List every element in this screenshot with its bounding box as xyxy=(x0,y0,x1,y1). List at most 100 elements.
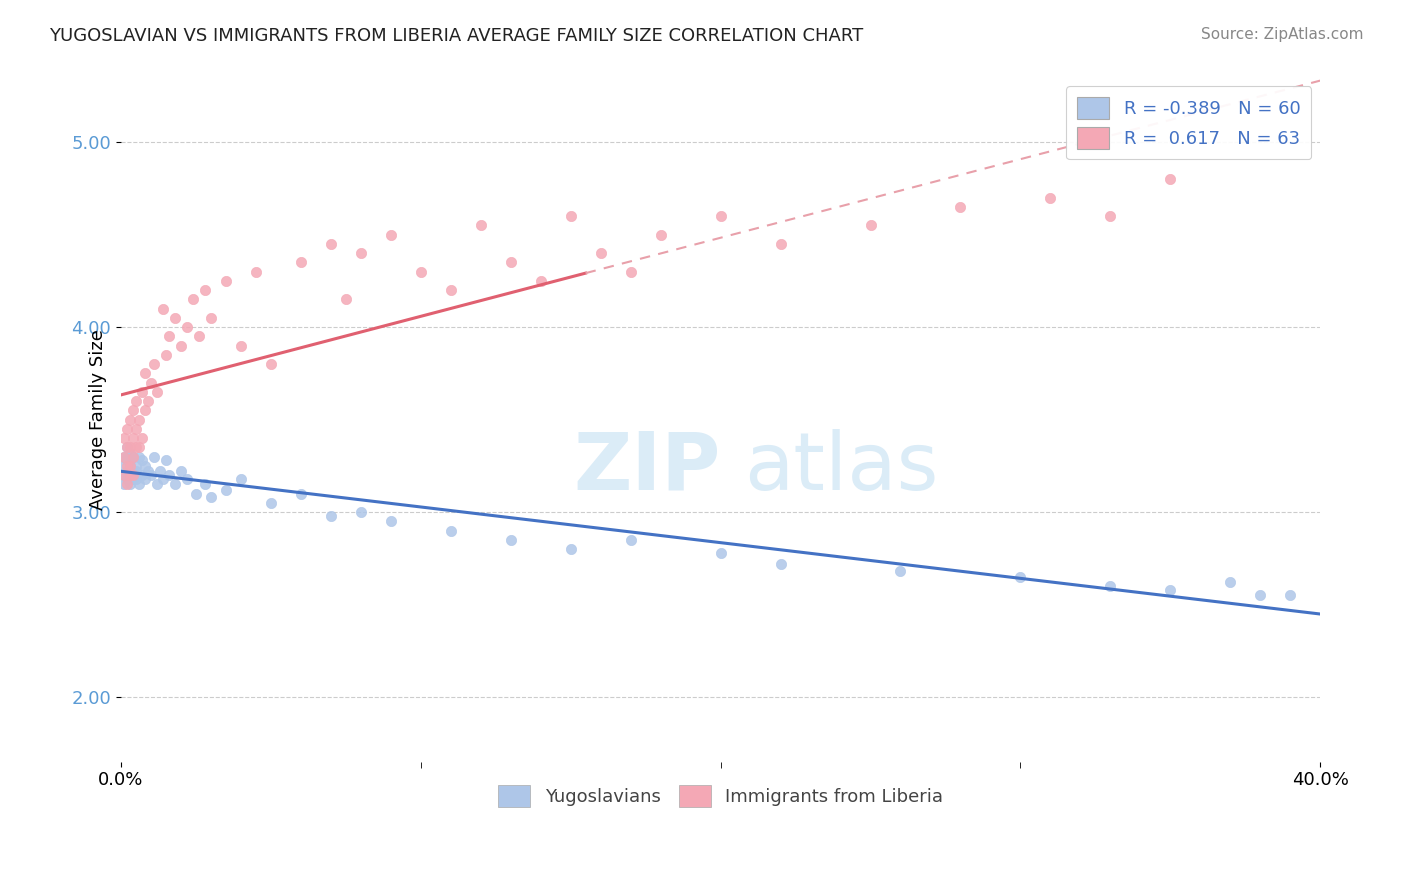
Point xyxy=(176,472,198,486)
Point xyxy=(142,450,165,464)
Point xyxy=(125,422,148,436)
Point xyxy=(121,468,143,483)
Point xyxy=(115,458,138,473)
Point xyxy=(121,450,143,464)
Point xyxy=(619,533,641,547)
Point xyxy=(319,508,342,523)
Point xyxy=(118,412,141,426)
Point xyxy=(163,310,186,325)
Point xyxy=(134,458,156,473)
Point xyxy=(118,477,141,491)
Point xyxy=(769,557,792,571)
Point xyxy=(125,441,148,455)
Point xyxy=(350,505,373,519)
Point xyxy=(409,265,432,279)
Point xyxy=(589,246,612,260)
Point xyxy=(155,453,177,467)
Point xyxy=(121,431,143,445)
Point xyxy=(200,490,222,504)
Point xyxy=(115,422,138,436)
Point xyxy=(229,472,252,486)
Point xyxy=(145,384,167,399)
Point xyxy=(1010,570,1032,584)
Text: Source: ZipAtlas.com: Source: ZipAtlas.com xyxy=(1201,27,1364,42)
Point xyxy=(439,283,461,297)
Point xyxy=(560,209,582,223)
Point xyxy=(470,219,492,233)
Point xyxy=(439,524,461,538)
Point xyxy=(1279,588,1302,602)
Point xyxy=(121,450,143,464)
Point xyxy=(194,283,217,297)
Point xyxy=(115,477,138,491)
Point xyxy=(112,468,135,483)
Point xyxy=(215,274,238,288)
Point xyxy=(112,450,135,464)
Point xyxy=(157,468,180,483)
Point xyxy=(118,446,141,460)
Point xyxy=(194,477,217,491)
Point xyxy=(118,468,141,483)
Point xyxy=(499,255,522,269)
Point xyxy=(187,329,209,343)
Point xyxy=(499,533,522,547)
Point xyxy=(529,274,551,288)
Point xyxy=(176,320,198,334)
Point xyxy=(260,357,283,371)
Point xyxy=(200,310,222,325)
Point xyxy=(1159,582,1181,597)
Point xyxy=(709,209,731,223)
Point xyxy=(115,453,138,467)
Point xyxy=(115,472,138,486)
Point xyxy=(115,450,138,464)
Point xyxy=(380,227,402,242)
Point xyxy=(112,477,135,491)
Point xyxy=(152,472,174,486)
Point xyxy=(290,486,312,500)
Point xyxy=(619,265,641,279)
Point xyxy=(131,468,153,483)
Point xyxy=(290,255,312,269)
Point xyxy=(157,329,180,343)
Point xyxy=(142,357,165,371)
Point xyxy=(139,468,162,483)
Point xyxy=(184,486,207,500)
Point xyxy=(319,236,342,251)
Point xyxy=(1219,575,1241,590)
Point xyxy=(125,464,148,478)
Point xyxy=(131,431,153,445)
Text: YUGOSLAVIAN VS IMMIGRANTS FROM LIBERIA AVERAGE FAMILY SIZE CORRELATION CHART: YUGOSLAVIAN VS IMMIGRANTS FROM LIBERIA A… xyxy=(49,27,863,45)
Point xyxy=(118,441,141,455)
Point xyxy=(128,412,150,426)
Point xyxy=(112,458,135,473)
Point xyxy=(769,236,792,251)
Point xyxy=(1039,191,1062,205)
Point xyxy=(335,293,357,307)
Point xyxy=(118,458,141,473)
Point xyxy=(149,464,172,478)
Point xyxy=(134,367,156,381)
Point xyxy=(260,496,283,510)
Point xyxy=(112,468,135,483)
Point xyxy=(163,477,186,491)
Point xyxy=(560,542,582,557)
Y-axis label: Average Family Size: Average Family Size xyxy=(89,329,107,510)
Point xyxy=(115,441,138,455)
Point xyxy=(170,338,193,352)
Point xyxy=(859,219,882,233)
Point xyxy=(170,464,193,478)
Legend: Yugoslavians, Immigrants from Liberia: Yugoslavians, Immigrants from Liberia xyxy=(491,778,950,814)
Point xyxy=(118,453,141,467)
Point xyxy=(139,376,162,390)
Point xyxy=(131,453,153,467)
Point xyxy=(121,464,143,478)
Point xyxy=(128,477,150,491)
Point xyxy=(229,338,252,352)
Point xyxy=(115,441,138,455)
Point xyxy=(131,384,153,399)
Point xyxy=(145,477,167,491)
Point xyxy=(136,464,159,478)
Point xyxy=(125,458,148,473)
Point xyxy=(1099,579,1122,593)
Point xyxy=(125,394,148,409)
